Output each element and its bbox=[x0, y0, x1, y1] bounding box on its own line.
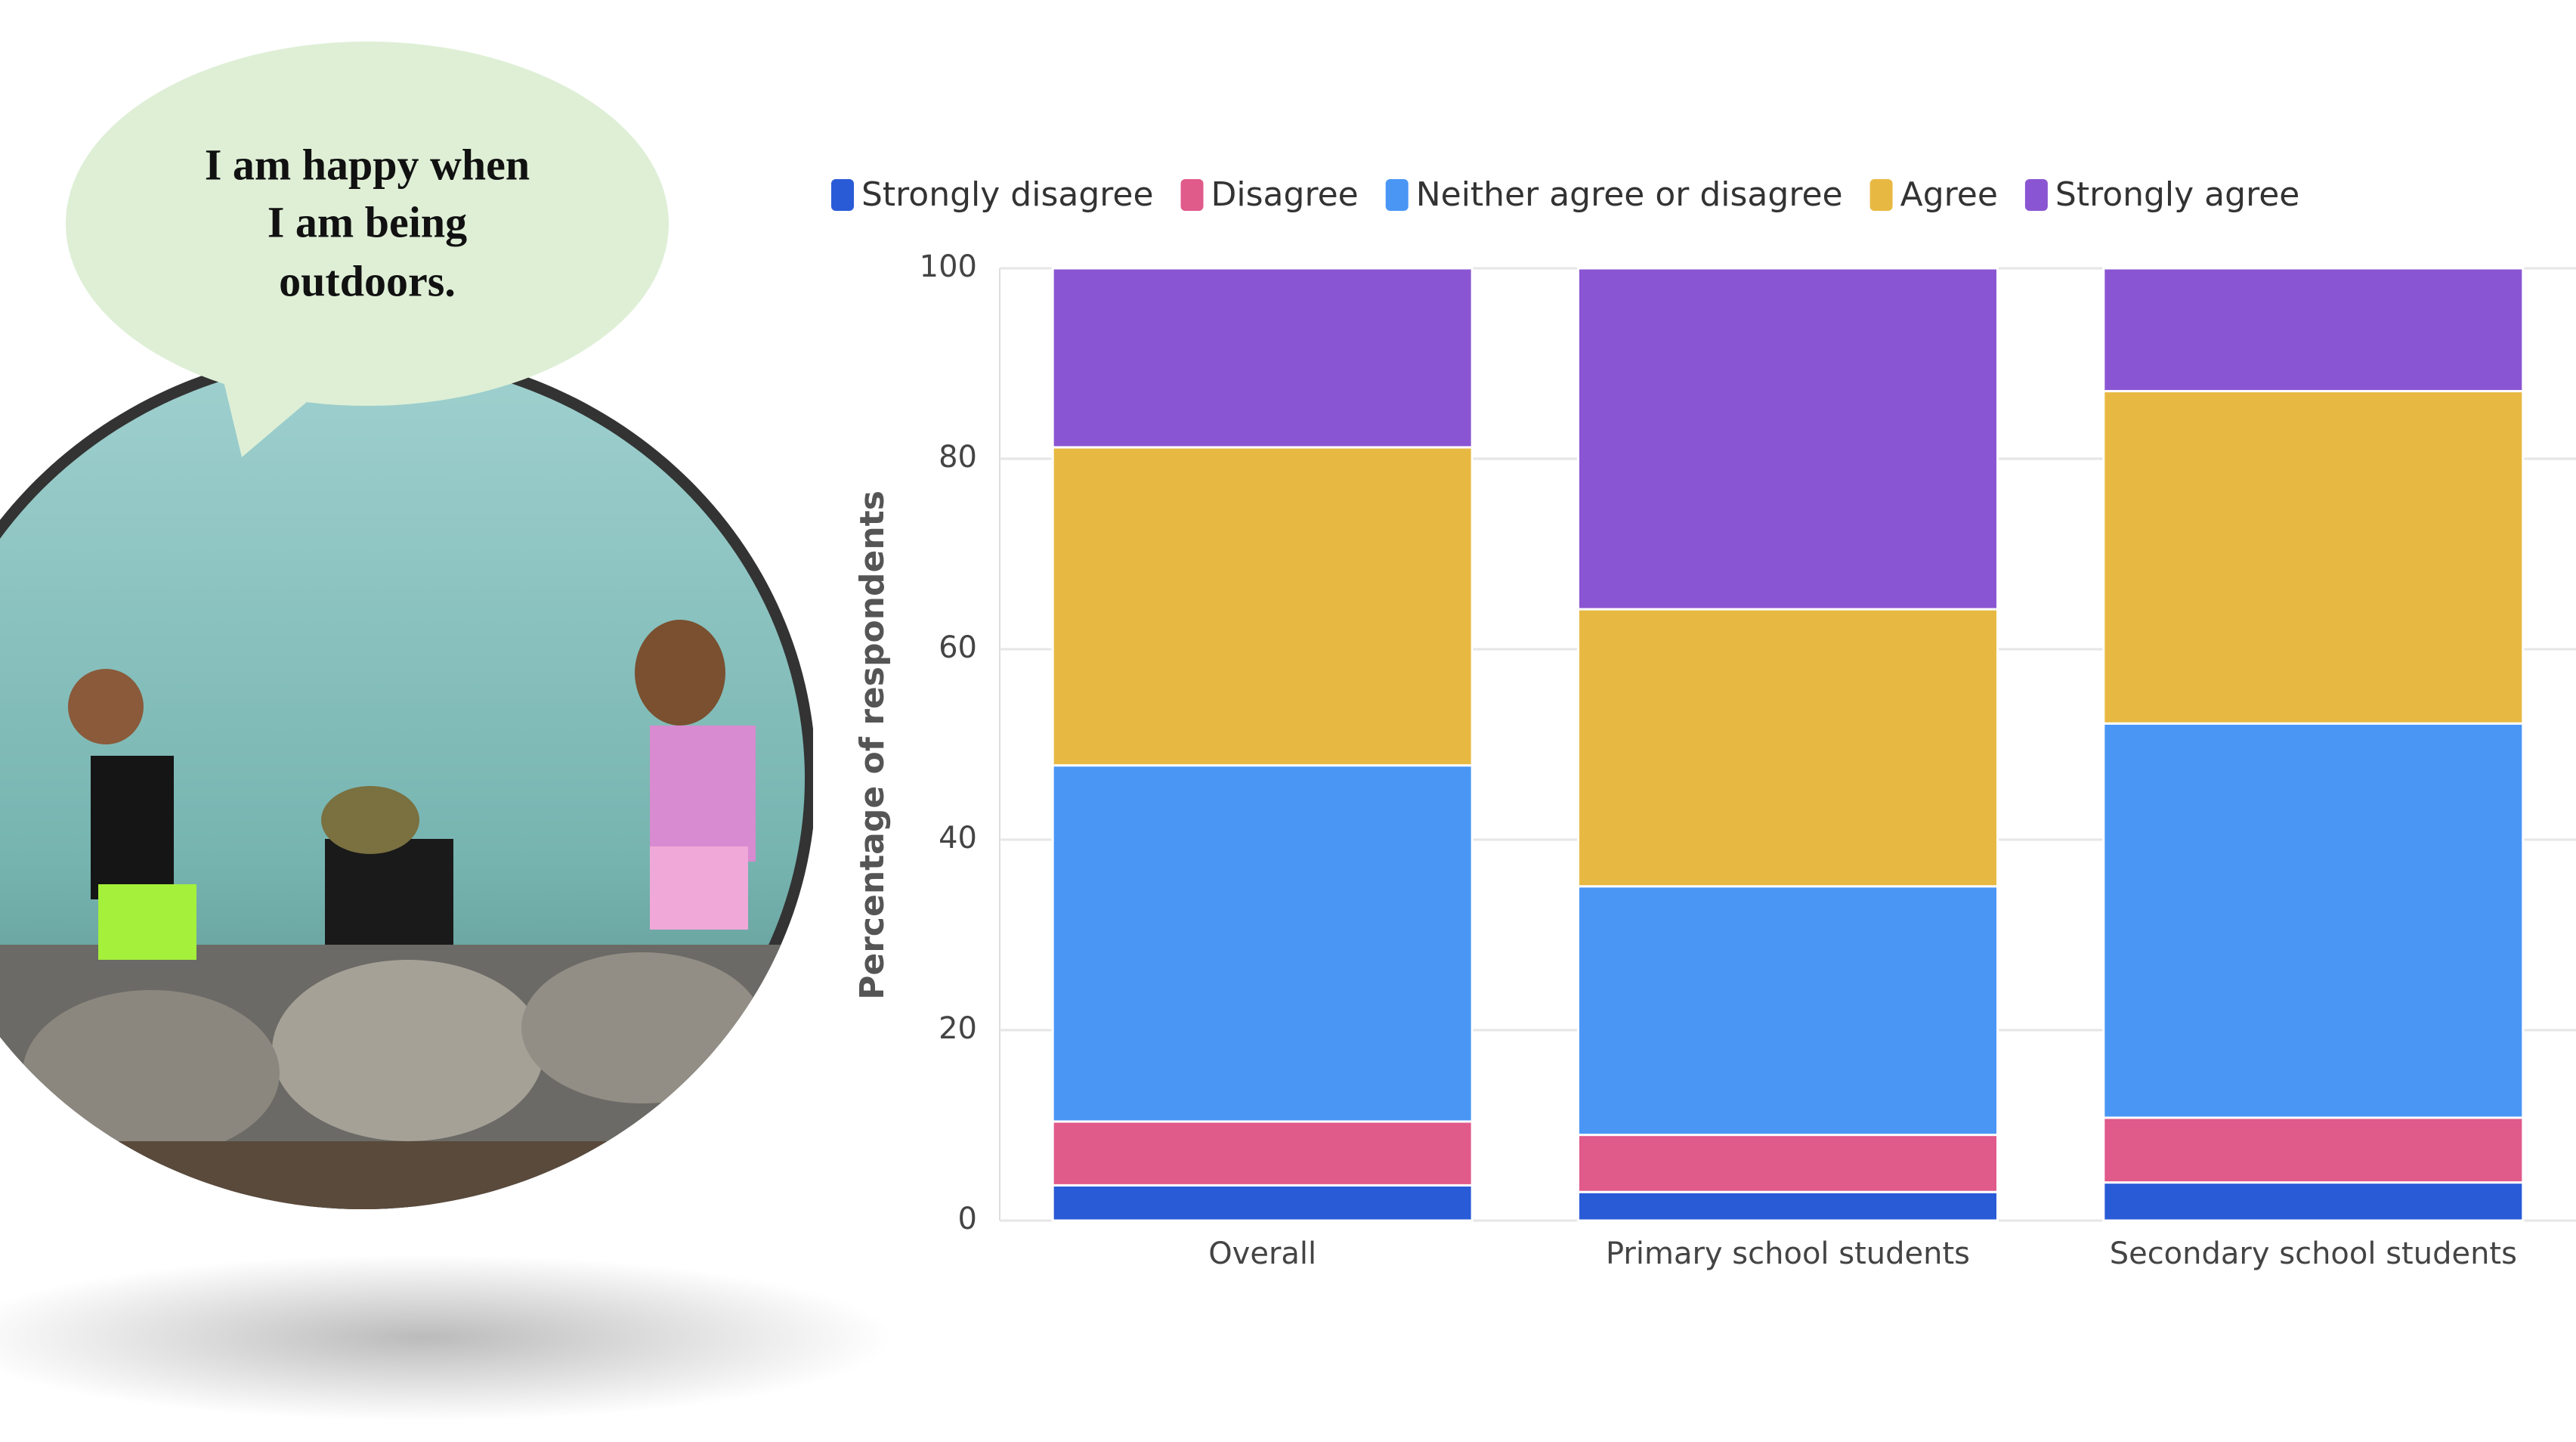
legend-label: Strongly disagree bbox=[861, 175, 1154, 214]
bubble-text: I am being bbox=[267, 197, 467, 246]
legend-swatch bbox=[1385, 179, 1409, 211]
shadow bbox=[0, 1255, 892, 1421]
bar-segment bbox=[2102, 390, 2525, 725]
bar-segment bbox=[1577, 267, 1999, 611]
bar-segment bbox=[1051, 267, 1474, 449]
y-tick-label: 0 bbox=[958, 1202, 977, 1236]
bar-segment bbox=[2102, 722, 2525, 1119]
bar-segment bbox=[2102, 267, 2525, 393]
bar-segment bbox=[2102, 1116, 2525, 1184]
legend-swatch bbox=[2024, 179, 2048, 211]
legend-label: Neither agree or disagree bbox=[1416, 175, 1843, 214]
y-axis-title: Percentage of respondents bbox=[853, 490, 892, 1000]
bubble-text: I am happy when bbox=[205, 140, 530, 189]
legend-label: Strongly agree bbox=[2055, 175, 2299, 214]
speech-bubble bbox=[66, 42, 669, 406]
plot: 0 20 40 60 80 100 Overall Primary school studen… bbox=[831, 175, 2576, 1271]
bar-segment bbox=[1051, 446, 1474, 767]
bar-segment bbox=[1577, 885, 1999, 1137]
bar-segment bbox=[2102, 1181, 2525, 1222]
bar-segment bbox=[1577, 1134, 1999, 1193]
y-tick-label: 80 bbox=[939, 440, 977, 475]
x-tick-label: Overall bbox=[1208, 1236, 1316, 1271]
bubble-text: outdoors. bbox=[279, 256, 456, 305]
y-tick-label: 100 bbox=[920, 249, 977, 284]
bar-segment bbox=[1577, 608, 1999, 888]
y-tick-label: 20 bbox=[939, 1011, 977, 1046]
bar-segment bbox=[1051, 1184, 1474, 1222]
bar-segment bbox=[1051, 1120, 1474, 1187]
legend-label: Disagree bbox=[1211, 175, 1359, 214]
x-tick-label: Primary school students bbox=[1606, 1236, 1970, 1271]
photo bbox=[0, 348, 813, 1209]
legend-label: Agree bbox=[1900, 175, 1998, 214]
y-tick-label: 60 bbox=[939, 630, 977, 665]
speech-bubble-tail bbox=[219, 363, 317, 457]
bar-segment bbox=[1577, 1190, 1999, 1222]
legend-swatch bbox=[831, 179, 854, 211]
legend-swatch bbox=[1869, 179, 1893, 211]
bar-segment bbox=[1051, 764, 1474, 1123]
x-tick-label: Secondary school students bbox=[2110, 1236, 2517, 1271]
legend-swatch bbox=[1180, 179, 1204, 211]
y-tick-label: 40 bbox=[939, 821, 977, 856]
